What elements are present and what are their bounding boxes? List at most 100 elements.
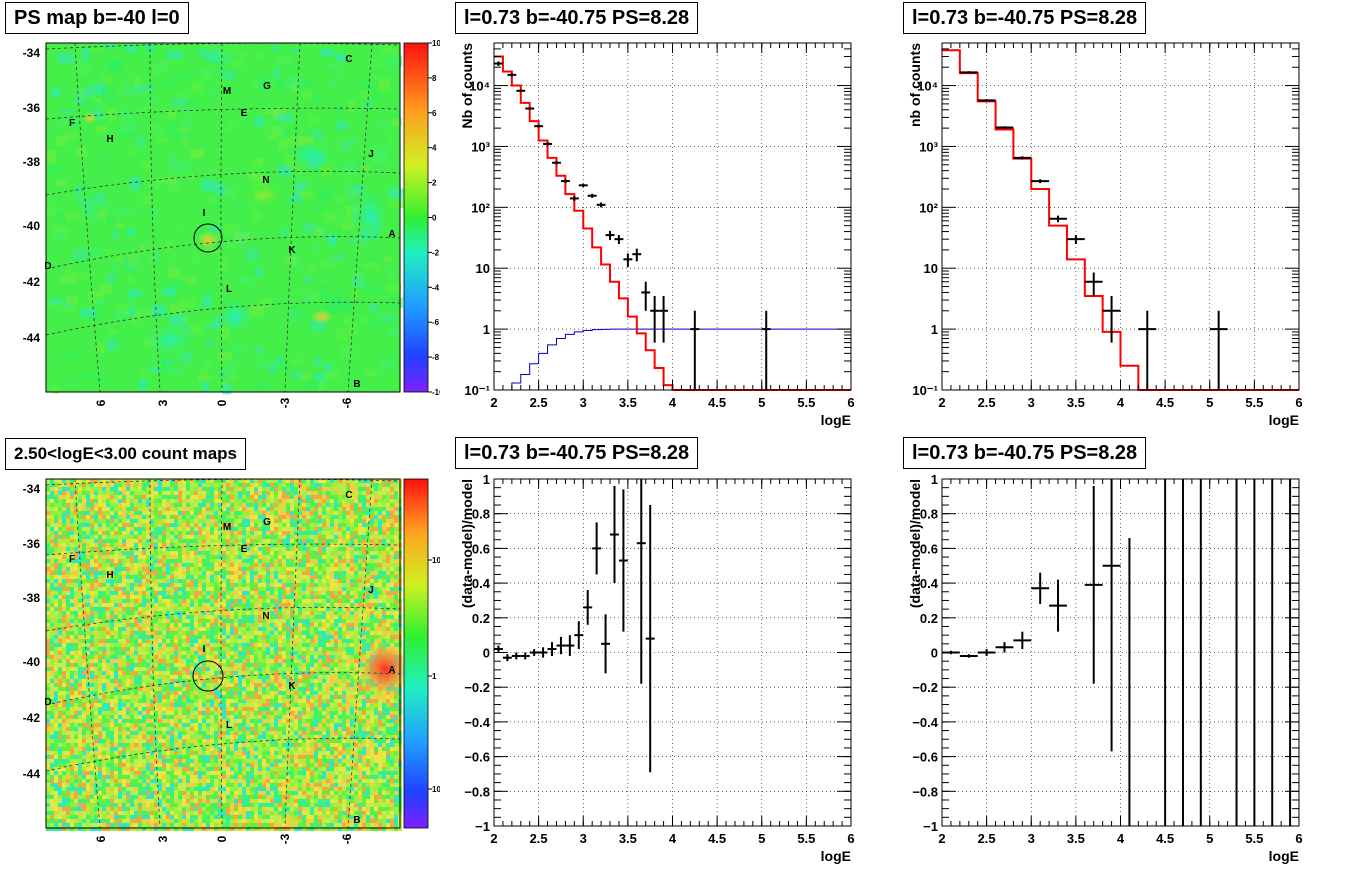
data-point bbox=[995, 126, 1014, 129]
colorbar-tick-label: 0 bbox=[432, 214, 437, 223]
x-tick-label: 5 bbox=[1206, 395, 1213, 410]
source-label: G bbox=[263, 81, 271, 92]
source-label: B bbox=[353, 379, 360, 390]
data-point bbox=[547, 642, 557, 656]
colorbar-tick-label: 1 bbox=[432, 672, 437, 681]
map-texture bbox=[46, 43, 405, 395]
data-point bbox=[534, 125, 544, 128]
x-tick-label: 5 bbox=[758, 395, 765, 410]
colorbar-tick-label: -2 bbox=[432, 248, 440, 257]
data-point bbox=[623, 253, 633, 267]
source-label: J bbox=[368, 149, 374, 160]
map-y-tick-label: -38 bbox=[23, 591, 41, 605]
data-point bbox=[560, 179, 570, 184]
data-points bbox=[494, 61, 771, 390]
x-tick-label: 3.5 bbox=[1067, 395, 1085, 410]
data-point bbox=[1209, 310, 1228, 390]
data-point bbox=[552, 160, 561, 165]
colorbar bbox=[403, 478, 429, 829]
y-tick-label: 10² bbox=[471, 200, 490, 215]
source-label: E bbox=[241, 108, 248, 119]
map-y-tick-label: -40 bbox=[23, 655, 41, 669]
map-y-tick-label: -36 bbox=[23, 537, 41, 551]
data-point bbox=[543, 142, 553, 146]
x-tick-label: 2 bbox=[490, 395, 497, 410]
map-y-tick-label: -44 bbox=[23, 331, 41, 345]
data-point bbox=[1102, 479, 1121, 752]
y-tick-label: −0.6 bbox=[912, 750, 938, 765]
source-label: N bbox=[262, 175, 269, 186]
data-point bbox=[1013, 631, 1032, 650]
x-tick-label: 6 bbox=[847, 395, 854, 410]
map-x-tick-label: 6 bbox=[94, 835, 108, 842]
x-tick-label: 2.5 bbox=[978, 395, 996, 410]
x-tick-label: 5 bbox=[1206, 831, 1213, 846]
source-label: H bbox=[106, 134, 113, 145]
model-histogram bbox=[942, 49, 1299, 391]
colorbar-tick-label: 10⁻¹ bbox=[432, 785, 440, 794]
data-point bbox=[995, 642, 1014, 653]
data-point bbox=[596, 202, 606, 208]
map-x-tick-label: -3 bbox=[278, 397, 292, 408]
data-point bbox=[556, 636, 566, 655]
map-y-tick-label: -34 bbox=[23, 482, 41, 496]
map-y-tick-label: -40 bbox=[23, 219, 41, 233]
data-point bbox=[659, 295, 669, 343]
data-point bbox=[1049, 579, 1067, 632]
x-tick-label: 3 bbox=[1028, 831, 1035, 846]
x-tick-label: 6 bbox=[1295, 395, 1302, 410]
map-y-tick-label: -44 bbox=[23, 767, 41, 781]
data-point bbox=[977, 99, 996, 102]
data-point bbox=[1084, 272, 1103, 296]
data-point bbox=[569, 196, 579, 201]
source-label: E bbox=[241, 544, 248, 555]
data-point bbox=[977, 649, 996, 656]
source-label: C bbox=[345, 490, 352, 501]
x-tick-label: 5.5 bbox=[797, 395, 815, 410]
y-tick-label: 0.4 bbox=[472, 576, 491, 591]
y-tick-label: 1 bbox=[483, 472, 490, 487]
data-point bbox=[574, 621, 584, 650]
data-point bbox=[1013, 156, 1032, 160]
data-point bbox=[587, 193, 597, 198]
source-label: A bbox=[388, 665, 395, 676]
y-tick-label: −0.2 bbox=[912, 680, 938, 695]
y-tick-label: −0.2 bbox=[464, 680, 490, 695]
x-tick-label: 5.5 bbox=[797, 831, 815, 846]
y-tick-label: 1 bbox=[931, 472, 938, 487]
data-point bbox=[507, 73, 517, 77]
data-point bbox=[1031, 179, 1050, 184]
data-point bbox=[1066, 235, 1085, 244]
data-point bbox=[959, 654, 978, 658]
data-point bbox=[1102, 295, 1121, 343]
source-label: J bbox=[368, 585, 374, 596]
source-label: N bbox=[262, 611, 269, 622]
y-tick-label: 10² bbox=[919, 200, 938, 215]
source-label: K bbox=[288, 681, 296, 692]
data-point bbox=[538, 647, 548, 658]
chart-title-2: l=0.73 b=-40.75 PS=8.28 bbox=[903, 2, 1147, 34]
colorbar-tick-label: 10 bbox=[432, 39, 440, 48]
y-tick-label: 10⁻¹ bbox=[912, 383, 938, 398]
map-x-tick-label: -3 bbox=[278, 833, 292, 844]
colorbar-tick-label: 2 bbox=[432, 179, 437, 188]
map-x-tick-label: 3 bbox=[156, 835, 170, 842]
map-title-bottom: 2.50<logE<3.00 count maps bbox=[5, 438, 246, 470]
x-axis-label: logE bbox=[1269, 412, 1299, 428]
y-axis-label: Nb of counts bbox=[459, 43, 475, 129]
colorbar-tick-label: -6 bbox=[432, 318, 440, 327]
data-point bbox=[618, 489, 628, 632]
data-point bbox=[565, 635, 575, 656]
source-label: D bbox=[44, 697, 51, 708]
y-axis-label: (data-model)/model bbox=[907, 479, 923, 608]
y-axis-label: nb of counts bbox=[907, 43, 923, 127]
data-point bbox=[959, 71, 978, 74]
x-axis-label: logE bbox=[821, 848, 851, 864]
spectrum-chart-1: 2 2.5 3 3.5 4 4.5 5 5.5 6 10⁻¹ 1 10 10² 10³ 10⁴ logE Nb … bbox=[459, 42, 855, 428]
colorbar-tick-label: -8 bbox=[432, 353, 440, 362]
colorbar bbox=[403, 42, 429, 393]
y-tick-label: 1 bbox=[483, 322, 490, 337]
y-tick-label: 0.6 bbox=[472, 541, 490, 556]
map-y-tick-label: -42 bbox=[23, 711, 41, 725]
map-y-tick-label: -34 bbox=[23, 46, 41, 60]
